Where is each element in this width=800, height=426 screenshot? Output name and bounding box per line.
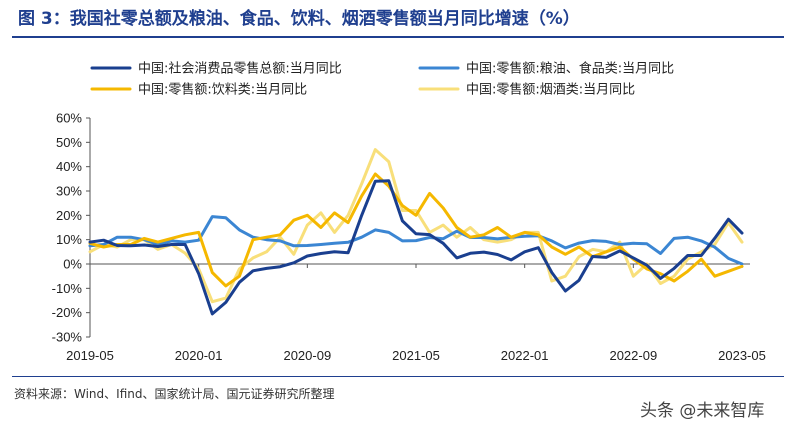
x-tick-label: 2021-05 (392, 348, 440, 363)
legend-item: 中国:零售额:粮油、食品类:当月同比 (418, 61, 674, 77)
y-tick-label: 40% (56, 159, 82, 174)
series-line-4 (88, 148, 744, 304)
legend-label: 中国:社会消费品零售总额:当月同比 (138, 61, 342, 77)
legend-label: 中国:零售额:饮料类:当月同比 (138, 82, 307, 98)
x-tick-label: 2020-01 (175, 348, 223, 363)
y-tick-label: -30% (52, 330, 83, 345)
legend-item: 中国:零售额:烟酒类:当月同比 (418, 82, 635, 98)
y-tick-label: 60% (56, 111, 82, 126)
y-tick-label: 0% (63, 257, 82, 272)
y-axis: -30% -20% -10% 0% 10% 20% 30% 40% 50% 60% (52, 111, 91, 345)
x-tick-label: 2019-05 (66, 348, 114, 363)
watermark: 头条 @未来智库 (640, 401, 765, 421)
source-note: 资料来源：Wind、Ifind、国家统计局、国元证券研究所整理 (14, 387, 335, 401)
source-rule (12, 376, 784, 377)
x-tick-label: 2022-09 (609, 348, 657, 363)
y-tick-label: -20% (52, 305, 83, 320)
y-tick-label: 30% (56, 184, 82, 199)
series-line-1 (88, 179, 744, 316)
y-tick-label: 20% (56, 208, 82, 223)
x-axis: 2019-05 2020-01 2020-09 2021-05 2022-01 2022-… (66, 263, 766, 363)
x-tick-label: 2022-01 (501, 348, 549, 363)
chart-legend: 中国:社会消费品零售总额:当月同比 中国:零售额:粮油、食品类:当月同比中国:零售… (90, 61, 674, 98)
series-line-2 (88, 215, 744, 266)
title-rule (12, 36, 784, 38)
legend-item: 中国:零售额:饮料类:当月同比 (90, 82, 307, 98)
y-tick-label: -10% (52, 281, 83, 296)
y-tick-label: 50% (56, 135, 82, 150)
legend-item: 中国:社会消费品零售总额:当月同比 (90, 61, 342, 77)
legend-label: 中国:零售额:烟酒类:当月同比 (466, 82, 635, 98)
series-line-3 (88, 172, 744, 288)
plot-area (88, 148, 744, 316)
legend-label: 中国:零售额:粮油、食品类:当月同比 (466, 61, 674, 77)
x-tick-label: 2020-09 (283, 348, 331, 363)
y-tick-label: 10% (56, 232, 82, 247)
x-tick-label: 2023-05 (718, 348, 766, 363)
chart-title: 图 3：我国社零总额及粮油、食品、饮料、烟酒零售额当月同比增速（%） (18, 9, 580, 29)
